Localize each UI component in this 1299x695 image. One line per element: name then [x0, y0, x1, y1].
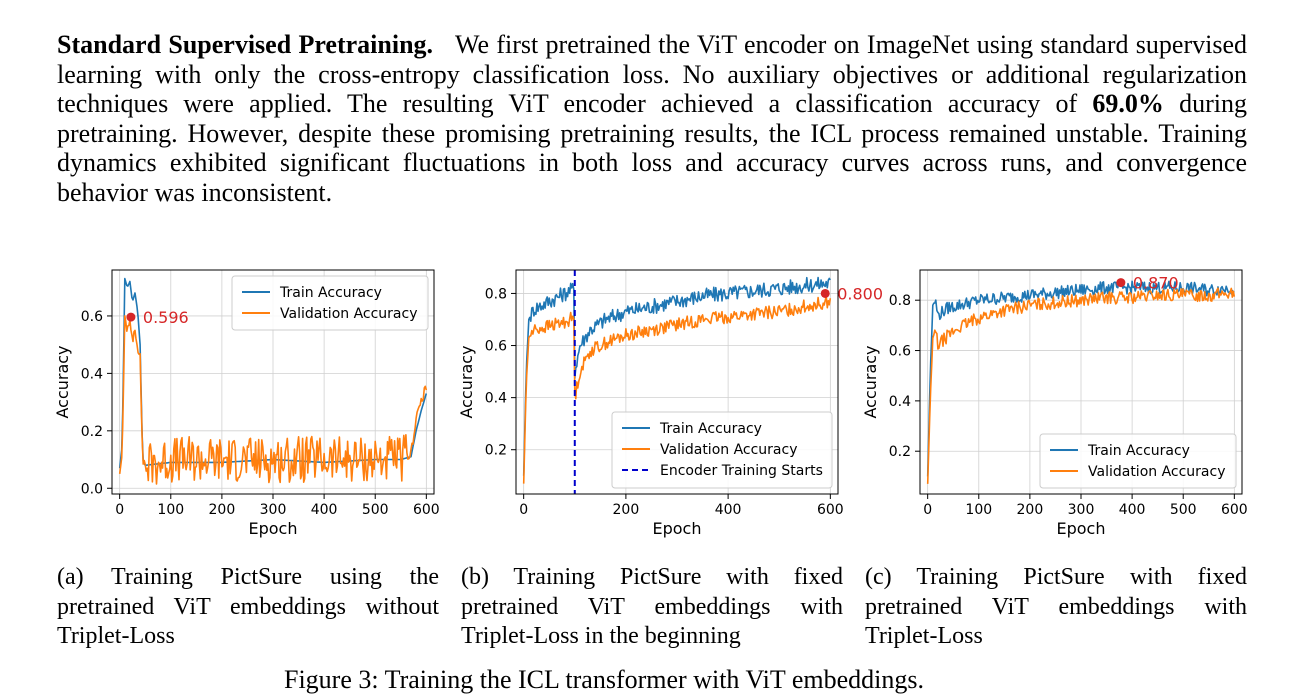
- y-tick-label: 0.4: [81, 366, 103, 382]
- legend-entry-label: Train Accuracy: [1087, 443, 1190, 459]
- x-tick-label: 400: [311, 502, 338, 518]
- legend-box: [231, 275, 429, 331]
- y-tick-label: 0.0: [81, 481, 103, 497]
- max-point-marker: [820, 288, 830, 298]
- chart-panel-c: 0.870 0 100 200 300 400 500 600 0.2 0.4 0.6 0.8 Epoc…: [856, 258, 1256, 558]
- x-tick-label: 500: [1170, 502, 1197, 518]
- x-tick-label: 400: [1119, 502, 1146, 518]
- x-axis-label: Epoch: [1057, 519, 1106, 538]
- x-tick-label: 0: [923, 502, 932, 518]
- x-tick-label: 100: [157, 502, 184, 518]
- y-tick-label: 0.8: [485, 286, 507, 302]
- legend-entry-label: Validation Accuracy: [1088, 464, 1226, 480]
- pretraining-paragraph: Standard Supervised Pretraining. We first…: [57, 30, 1247, 208]
- y-tick-label: 0.2: [81, 424, 103, 440]
- y-tick-label: 0.2: [485, 443, 507, 459]
- x-tick-label: 600: [817, 502, 844, 518]
- y-tick-label: 0.2: [889, 444, 911, 460]
- chart-panel-a: 0.596 0 100 200 300 400 500 600 0.0 0.2 0.4 0.6 Epoc…: [48, 258, 448, 558]
- plot-frame: [515, 269, 839, 495]
- series-line-validation: [118, 315, 428, 485]
- paragraph-text-2: during pretraining. However, despite the…: [57, 89, 1247, 207]
- max-point-label: 0.800: [837, 284, 883, 303]
- x-tick-label: 200: [613, 502, 640, 518]
- legend-entry-label: Validation Accuracy: [280, 306, 418, 322]
- legend-entry-label: Train Accuracy: [279, 285, 382, 301]
- figure-caption: Figure 3: Training the ICL transformer w…: [284, 665, 924, 694]
- y-tick-label: 0.8: [889, 293, 911, 309]
- max-point-marker: [126, 312, 136, 322]
- series-line-validation: [926, 287, 1236, 484]
- max-point-label: 0.596: [143, 308, 189, 327]
- accuracy-chart-a: 0.596 0 100 200 300 400 500 600 0.0 0.2 0.4 0.6 Epoc…: [53, 269, 440, 538]
- legend-entry-label: Encoder Training Starts: [660, 463, 823, 479]
- accuracy-chart-c: 0.870 0 100 200 300 400 500 600 0.2 0.4 0.6 0.8 Epoc…: [861, 269, 1248, 538]
- x-tick-label: 300: [1068, 502, 1095, 518]
- x-tick-label: 400: [715, 502, 742, 518]
- subcaption-a: (a) Training PictSure using the pretrain…: [57, 564, 439, 649]
- chart-panel-b: 0.800 0 200 400 600 0.2 0.4 0.6 0.8 Epoch Accuracy…: [452, 258, 883, 558]
- y-tick-label: 0.4: [889, 394, 911, 410]
- x-tick-label: 0: [519, 502, 528, 518]
- legend: Train Accuracy Validation Accuracy: [231, 275, 429, 331]
- x-tick-label: 200: [1017, 502, 1044, 518]
- max-point-marker: [1116, 278, 1126, 288]
- x-tick-label: 0: [115, 502, 124, 518]
- y-axis-label: Accuracy: [53, 345, 72, 418]
- x-tick-label: 500: [362, 502, 389, 518]
- legend-box: [611, 411, 833, 489]
- x-tick-label: 600: [1221, 502, 1248, 518]
- y-axis-label: Accuracy: [861, 345, 880, 418]
- paragraph-text-1: We first pretrained the ViT encoder on I…: [57, 30, 1247, 119]
- x-tick-label: 600: [413, 502, 440, 518]
- accuracy-chart-b: 0.800 0 200 400 600 0.2 0.4 0.6 0.8 Epoch Accuracy…: [457, 269, 883, 538]
- y-tick-label: 0.6: [81, 309, 103, 325]
- paragraph-bold-value: 69.0%: [1092, 89, 1164, 119]
- x-tick-label: 100: [965, 502, 992, 518]
- legend-box: [1039, 433, 1237, 489]
- x-axis-label: Epoch: [653, 519, 702, 538]
- x-tick-label: 200: [209, 502, 236, 518]
- legend: Train Accuracy Validation Accuracy Encoder…: [611, 411, 833, 489]
- y-tick-label: 0.6: [485, 339, 507, 355]
- max-point-label: 0.870: [1133, 274, 1179, 293]
- x-tick-label: 300: [260, 502, 287, 518]
- y-axis-label: Accuracy: [457, 345, 476, 418]
- y-tick-label: 0.6: [889, 344, 911, 360]
- legend-entry-label: Train Accuracy: [659, 421, 762, 437]
- legend-entry-label: Validation Accuracy: [660, 442, 798, 458]
- y-tick-label: 0.4: [485, 391, 507, 407]
- x-axis-label: Epoch: [249, 519, 298, 538]
- subcaption-c: (c) Training PictSure with fixed pretrai…: [865, 564, 1247, 649]
- subcaption-b: (b) Training PictSure with fixed pretrai…: [461, 564, 843, 649]
- legend: Train Accuracy Validation Accuracy: [1039, 433, 1237, 489]
- paragraph-heading: Standard Supervised Pretraining.: [57, 30, 434, 59]
